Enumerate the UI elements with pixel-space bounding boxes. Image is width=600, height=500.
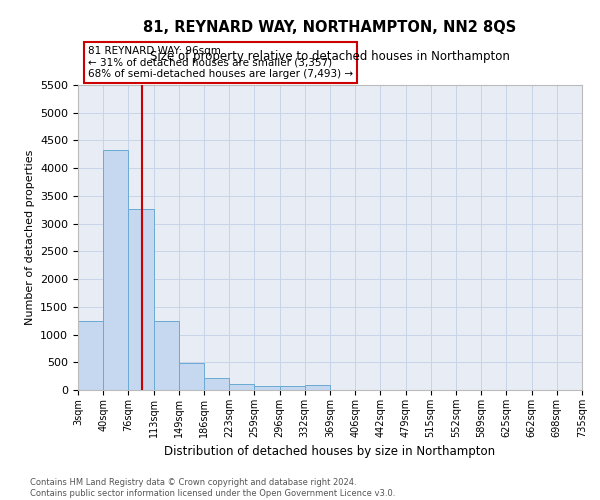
Text: 81, REYNARD WAY, NORTHAMPTON, NN2 8QS: 81, REYNARD WAY, NORTHAMPTON, NN2 8QS [143,20,517,35]
Bar [229,384,254,390]
Bar [103,150,128,390]
Bar [154,320,179,390]
Bar [204,378,229,390]
Y-axis label: Number of detached properties: Number of detached properties [25,150,35,325]
Bar [305,385,330,390]
Bar [280,386,305,390]
Text: Size of property relative to detached houses in Northampton: Size of property relative to detached ho… [150,50,510,63]
Text: 81 REYNARD WAY: 96sqm
← 31% of detached houses are smaller (3,357)
68% of semi-d: 81 REYNARD WAY: 96sqm ← 31% of detached … [88,46,353,79]
Bar [179,364,204,390]
Bar [254,386,280,390]
Bar [78,320,103,390]
Bar [128,208,154,390]
X-axis label: Distribution of detached houses by size in Northampton: Distribution of detached houses by size … [164,446,496,458]
Text: Contains HM Land Registry data © Crown copyright and database right 2024.
Contai: Contains HM Land Registry data © Crown c… [30,478,395,498]
